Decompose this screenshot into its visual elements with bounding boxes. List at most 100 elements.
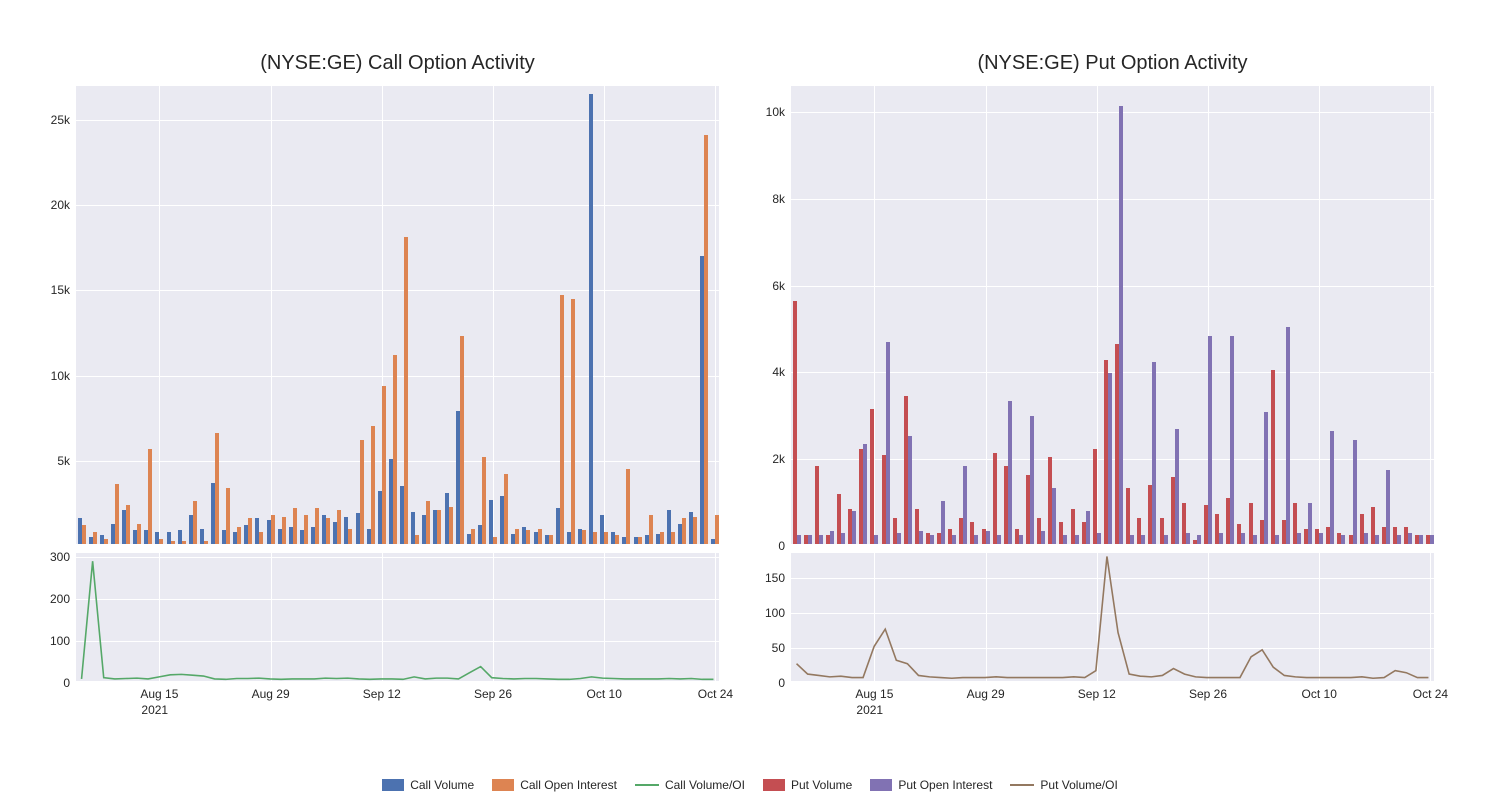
put_oi-bar: [1175, 429, 1179, 544]
call-chart-title: (NYSE:GE) Call Option Activity: [75, 52, 720, 75]
y-tick-label: 0: [63, 676, 76, 690]
x-year-label: 2021: [141, 681, 168, 717]
grid-line: [1319, 86, 1320, 544]
put_oi-bar: [986, 531, 990, 544]
call_oi-bar: [560, 295, 564, 544]
call_oi-bar: [493, 537, 497, 544]
call_oi-bar: [426, 501, 430, 544]
legend-item-call_ratio: Call Volume/OI: [635, 778, 745, 792]
legend-item-call_volume: Call Volume: [382, 778, 474, 792]
put_oi-bar: [1030, 416, 1034, 544]
y-tick-label: 0: [778, 539, 791, 553]
y-tick-label: 10k: [766, 105, 791, 119]
y-tick-label: 300: [50, 550, 76, 564]
call_oi-bar: [360, 440, 364, 544]
call_oi-bar: [671, 532, 675, 544]
grid-line: [76, 120, 719, 121]
x-tick-label: Sep 12: [363, 681, 401, 701]
call_oi-bar: [104, 539, 108, 544]
legend-swatch: [763, 779, 785, 791]
put-chart-title: (NYSE:GE) Put Option Activity: [790, 52, 1435, 75]
x-tick-label: Sep 26: [474, 681, 512, 701]
x-tick-label: Aug 29: [252, 681, 290, 701]
put_oi-bar: [1063, 535, 1067, 544]
put_oi-bar: [863, 444, 867, 544]
call_oi-bar: [82, 525, 86, 544]
put_oi-bar: [1408, 533, 1412, 544]
put_oi-bar: [1130, 535, 1134, 544]
grid-line: [493, 86, 494, 544]
legend-swatch: [635, 784, 659, 786]
call_oi-bar: [593, 532, 597, 544]
put_oi-bar: [1297, 533, 1301, 544]
call_oi-bar: [704, 135, 708, 544]
y-tick-label: 6k: [772, 279, 791, 293]
y-tick-label: 0: [778, 676, 791, 690]
y-tick-label: 15k: [51, 283, 76, 297]
y-tick-label: 8k: [772, 192, 791, 206]
legend-label: Put Volume/OI: [1040, 778, 1117, 792]
put_oi-bar: [1152, 362, 1156, 544]
grid-line: [1097, 86, 1098, 544]
put_oi-bar: [1219, 533, 1223, 544]
put_oi-bar: [1164, 535, 1168, 544]
put_oi-bar: [1208, 336, 1212, 544]
call_oi-bar: [682, 518, 686, 544]
put_oi-bar: [1186, 533, 1190, 544]
put_oi-bar: [1052, 488, 1056, 544]
call_oi-bar: [337, 510, 341, 544]
call_oi-bar: [182, 541, 186, 544]
put-ratio-plot: 050100150Aug 15Aug 29Sep 12Sep 26Oct 10O…: [790, 552, 1435, 682]
grid-line: [874, 86, 875, 544]
call_oi-bar: [626, 469, 630, 544]
grid-line: [791, 546, 1434, 547]
call-main-plot: 5k10k15k20k25k: [75, 85, 720, 545]
call_oi-bar: [449, 507, 453, 544]
call_oi-bar: [315, 508, 319, 544]
call_oi-bar: [471, 529, 475, 544]
call_oi-bar: [538, 529, 542, 544]
call_oi-bar: [237, 527, 241, 544]
x-tick-label: Oct 10: [587, 681, 622, 701]
put_oi-bar: [1097, 533, 1101, 544]
x-tick-label: Oct 24: [698, 681, 733, 701]
y-tick-label: 5k: [57, 454, 76, 468]
put_oi-bar: [797, 535, 801, 544]
y-tick-label: 100: [50, 634, 76, 648]
call_oi-bar: [649, 515, 653, 544]
grid-line: [791, 199, 1434, 200]
put_volume-bar: [870, 409, 874, 544]
call_oi-bar: [549, 535, 553, 544]
put_oi-bar: [1008, 401, 1012, 544]
call_oi-bar: [393, 355, 397, 544]
call_oi-bar: [115, 484, 119, 544]
put_oi-bar: [886, 342, 890, 544]
put_oi-bar: [974, 535, 978, 544]
put_oi-bar: [1308, 503, 1312, 544]
x-year-label: 2021: [856, 681, 883, 717]
legend-swatch: [492, 779, 514, 791]
x-tick-label: Oct 10: [1302, 681, 1337, 701]
put_oi-bar: [874, 535, 878, 544]
call_oi-bar: [460, 336, 464, 544]
put_oi-bar: [1197, 535, 1201, 544]
y-tick-label: 50: [772, 641, 791, 655]
call_oi-bar: [526, 530, 530, 544]
call_oi-bar: [604, 532, 608, 544]
y-tick-label: 4k: [772, 365, 791, 379]
put_oi-bar: [1275, 535, 1279, 544]
grid-line: [791, 286, 1434, 287]
grid-line: [791, 112, 1434, 113]
call_oi-bar: [126, 505, 130, 544]
call_oi-bar: [159, 539, 163, 544]
call-ratio-plot: 0100200300Aug 15Aug 29Sep 12Sep 26Oct 10…: [75, 552, 720, 682]
call_oi-bar: [226, 488, 230, 544]
put_oi-bar: [1141, 535, 1145, 544]
put_oi-bar: [830, 531, 834, 544]
call_oi-bar: [515, 529, 519, 544]
grid-line: [986, 86, 987, 544]
grid-line: [76, 205, 719, 206]
put_oi-bar: [1075, 535, 1079, 544]
put_oi-bar: [1264, 412, 1268, 544]
legend-label: Call Volume/OI: [665, 778, 745, 792]
